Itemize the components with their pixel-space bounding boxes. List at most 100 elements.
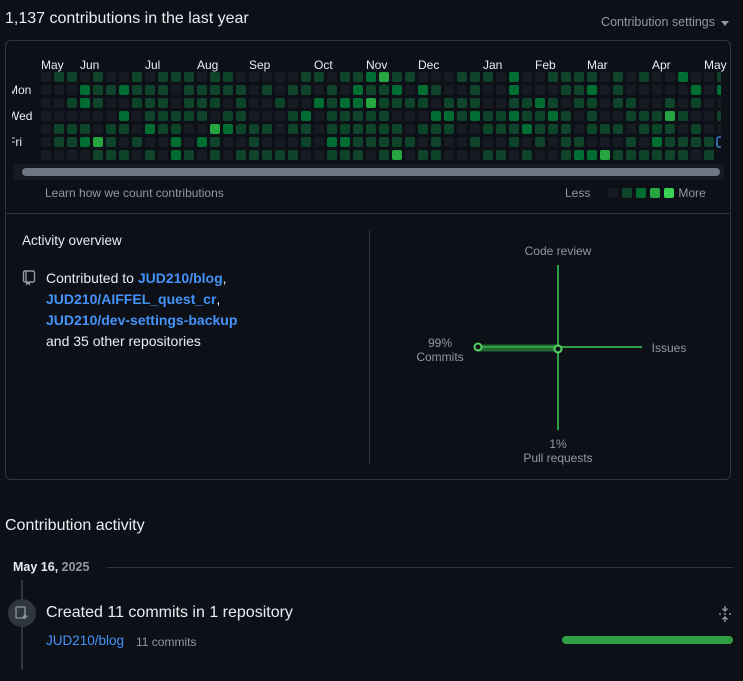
calendar-day[interactable] — [327, 72, 337, 82]
calendar-day[interactable] — [275, 124, 285, 134]
calendar-day[interactable] — [41, 85, 51, 95]
calendar-day[interactable] — [457, 124, 467, 134]
calendar-day[interactable] — [119, 98, 129, 108]
calendar-day[interactable] — [704, 124, 714, 134]
calendar-day[interactable] — [314, 150, 324, 160]
calendar-day[interactable] — [691, 111, 701, 121]
calendar-day[interactable] — [457, 72, 467, 82]
calendar-day[interactable] — [418, 124, 428, 134]
calendar-day[interactable] — [236, 98, 246, 108]
calendar-day[interactable] — [522, 98, 532, 108]
calendar-day[interactable] — [145, 72, 155, 82]
calendar-day[interactable] — [548, 137, 558, 147]
calendar-day[interactable] — [470, 124, 480, 134]
calendar-day[interactable] — [314, 98, 324, 108]
calendar-day[interactable] — [236, 137, 246, 147]
calendar-day[interactable] — [496, 98, 506, 108]
calendar-day[interactable] — [678, 150, 688, 160]
calendar-day[interactable] — [431, 98, 441, 108]
calendar-day[interactable] — [509, 124, 519, 134]
calendar-day[interactable] — [704, 85, 714, 95]
calendar-day[interactable] — [392, 98, 402, 108]
calendar-day[interactable] — [496, 111, 506, 121]
calendar-day[interactable] — [639, 72, 649, 82]
calendar-day[interactable] — [197, 124, 207, 134]
calendar-day[interactable] — [574, 98, 584, 108]
calendar-day[interactable] — [210, 98, 220, 108]
calendar-day[interactable] — [522, 137, 532, 147]
calendar-day[interactable] — [704, 137, 714, 147]
calendar-day[interactable] — [470, 98, 480, 108]
calendar-day[interactable] — [197, 98, 207, 108]
calendar-day[interactable] — [691, 150, 701, 160]
calendar-day[interactable] — [262, 124, 272, 134]
calendar-day[interactable] — [483, 124, 493, 134]
calendar-day[interactable] — [340, 98, 350, 108]
calendar-day[interactable] — [353, 72, 363, 82]
calendar-day[interactable] — [340, 150, 350, 160]
calendar-day[interactable] — [392, 111, 402, 121]
calendar-day[interactable] — [470, 111, 480, 121]
calendar-day[interactable] — [717, 111, 721, 121]
calendar-day[interactable] — [626, 111, 636, 121]
calendar-day[interactable] — [379, 98, 389, 108]
calendar-day[interactable] — [444, 98, 454, 108]
calendar-day[interactable] — [691, 124, 701, 134]
calendar-day[interactable] — [184, 111, 194, 121]
calendar-day[interactable] — [665, 150, 675, 160]
calendar-day[interactable] — [717, 124, 721, 134]
calendar-day[interactable] — [54, 85, 64, 95]
calendar-day[interactable] — [652, 85, 662, 95]
calendar-day[interactable] — [535, 150, 545, 160]
calendar-day[interactable] — [249, 137, 259, 147]
calendar-day[interactable] — [678, 85, 688, 95]
calendar-day[interactable] — [444, 124, 454, 134]
calendar-day[interactable] — [418, 72, 428, 82]
calendar-day[interactable] — [80, 111, 90, 121]
calendar-day[interactable] — [366, 85, 376, 95]
calendar-day[interactable] — [392, 85, 402, 95]
calendar-day[interactable] — [496, 85, 506, 95]
calendar-day[interactable] — [171, 111, 181, 121]
calendar-day[interactable] — [197, 85, 207, 95]
calendar-day[interactable] — [392, 137, 402, 147]
calendar-day[interactable] — [613, 72, 623, 82]
calendar-day[interactable] — [158, 72, 168, 82]
calendar-day[interactable] — [67, 150, 77, 160]
calendar-day[interactable] — [327, 150, 337, 160]
event-commit-count[interactable]: 11 commits — [136, 635, 197, 649]
calendar-day[interactable] — [301, 85, 311, 95]
calendar-day[interactable] — [457, 111, 467, 121]
calendar-day[interactable] — [106, 111, 116, 121]
calendar-day[interactable] — [561, 98, 571, 108]
calendar-day[interactable] — [483, 111, 493, 121]
calendar-day[interactable] — [210, 72, 220, 82]
calendar-day[interactable] — [327, 85, 337, 95]
calendar-day[interactable] — [405, 124, 415, 134]
calendar-day[interactable] — [106, 85, 116, 95]
calendar-day[interactable] — [132, 85, 142, 95]
calendar-day[interactable] — [223, 124, 233, 134]
calendar-day[interactable] — [288, 137, 298, 147]
calendar-day[interactable] — [158, 98, 168, 108]
calendar-day[interactable] — [613, 98, 623, 108]
calendar-day[interactable] — [353, 150, 363, 160]
calendar-day[interactable] — [613, 137, 623, 147]
calendar-day[interactable] — [223, 72, 233, 82]
calendar-day[interactable] — [587, 85, 597, 95]
calendar-day[interactable] — [509, 85, 519, 95]
calendar-day[interactable] — [197, 150, 207, 160]
calendar-day[interactable] — [496, 72, 506, 82]
calendar-day[interactable] — [67, 111, 77, 121]
calendar-day[interactable] — [236, 85, 246, 95]
calendar-day[interactable] — [197, 111, 207, 121]
calendar-day[interactable] — [132, 137, 142, 147]
calendar-day[interactable] — [288, 150, 298, 160]
calendar-day[interactable] — [41, 150, 51, 160]
calendar-day[interactable] — [678, 98, 688, 108]
calendar-day[interactable] — [67, 124, 77, 134]
calendar-day[interactable] — [678, 137, 688, 147]
calendar-day[interactable] — [639, 124, 649, 134]
calendar-day[interactable] — [132, 98, 142, 108]
calendar-day[interactable] — [353, 111, 363, 121]
